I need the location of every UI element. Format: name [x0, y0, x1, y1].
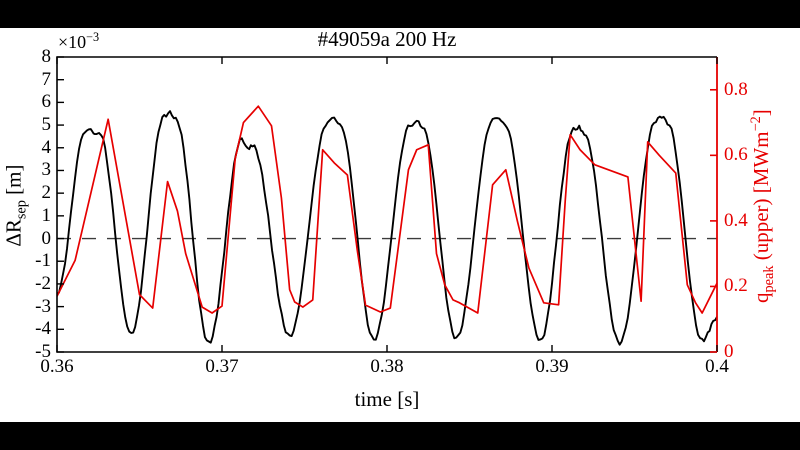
figure-canvas: [0, 28, 800, 422]
left-tick-label: -5: [35, 341, 51, 362]
left-tick-label: 3: [41, 159, 52, 181]
axes-box-black-spines: [56, 56, 717, 353]
left-tick-label: 7: [41, 68, 52, 90]
right-tick-label: 0.4: [724, 209, 748, 231]
left-tick-label: 5: [41, 114, 52, 136]
x-axis-label: time [s]: [354, 387, 420, 411]
right-tick-label: 0.6: [724, 144, 748, 166]
right-tick-label: 0: [724, 341, 734, 362]
left-tick-label: -2: [35, 272, 51, 294]
right-tick-label: 0.8: [724, 78, 748, 100]
left-tick-label: 8: [41, 46, 52, 67]
right-axis-ticks: [710, 88, 717, 353]
x-tick-label: 0.4: [705, 356, 729, 377]
left-axis-ticks: [57, 56, 64, 353]
right-tick-label: 0.2: [724, 275, 748, 297]
chart-title: #49059a 200 Hz: [317, 27, 457, 51]
left-tick-label: 6: [41, 91, 52, 113]
left-axis-multiplier: ×10−3: [58, 30, 100, 52]
left-tick-label: -1: [35, 250, 51, 272]
x-tick-label: 0.39: [535, 356, 569, 377]
red-series-line: [57, 105, 717, 314]
x-tick-label: 0.36: [40, 356, 74, 377]
left-tick-label: -3: [35, 295, 51, 317]
left-tick-label: -4: [35, 318, 51, 340]
x-tick-label: 0.38: [370, 356, 404, 377]
x-tick-label: 0.37: [205, 356, 239, 377]
left-tick-label: 4: [41, 136, 52, 158]
black-series-line: [57, 110, 717, 346]
left-tick-label: 2: [41, 182, 52, 204]
x-axis-ticks: [56, 57, 718, 352]
left-tick-label: 0: [41, 227, 52, 249]
left-tick-label: 1: [41, 204, 52, 226]
